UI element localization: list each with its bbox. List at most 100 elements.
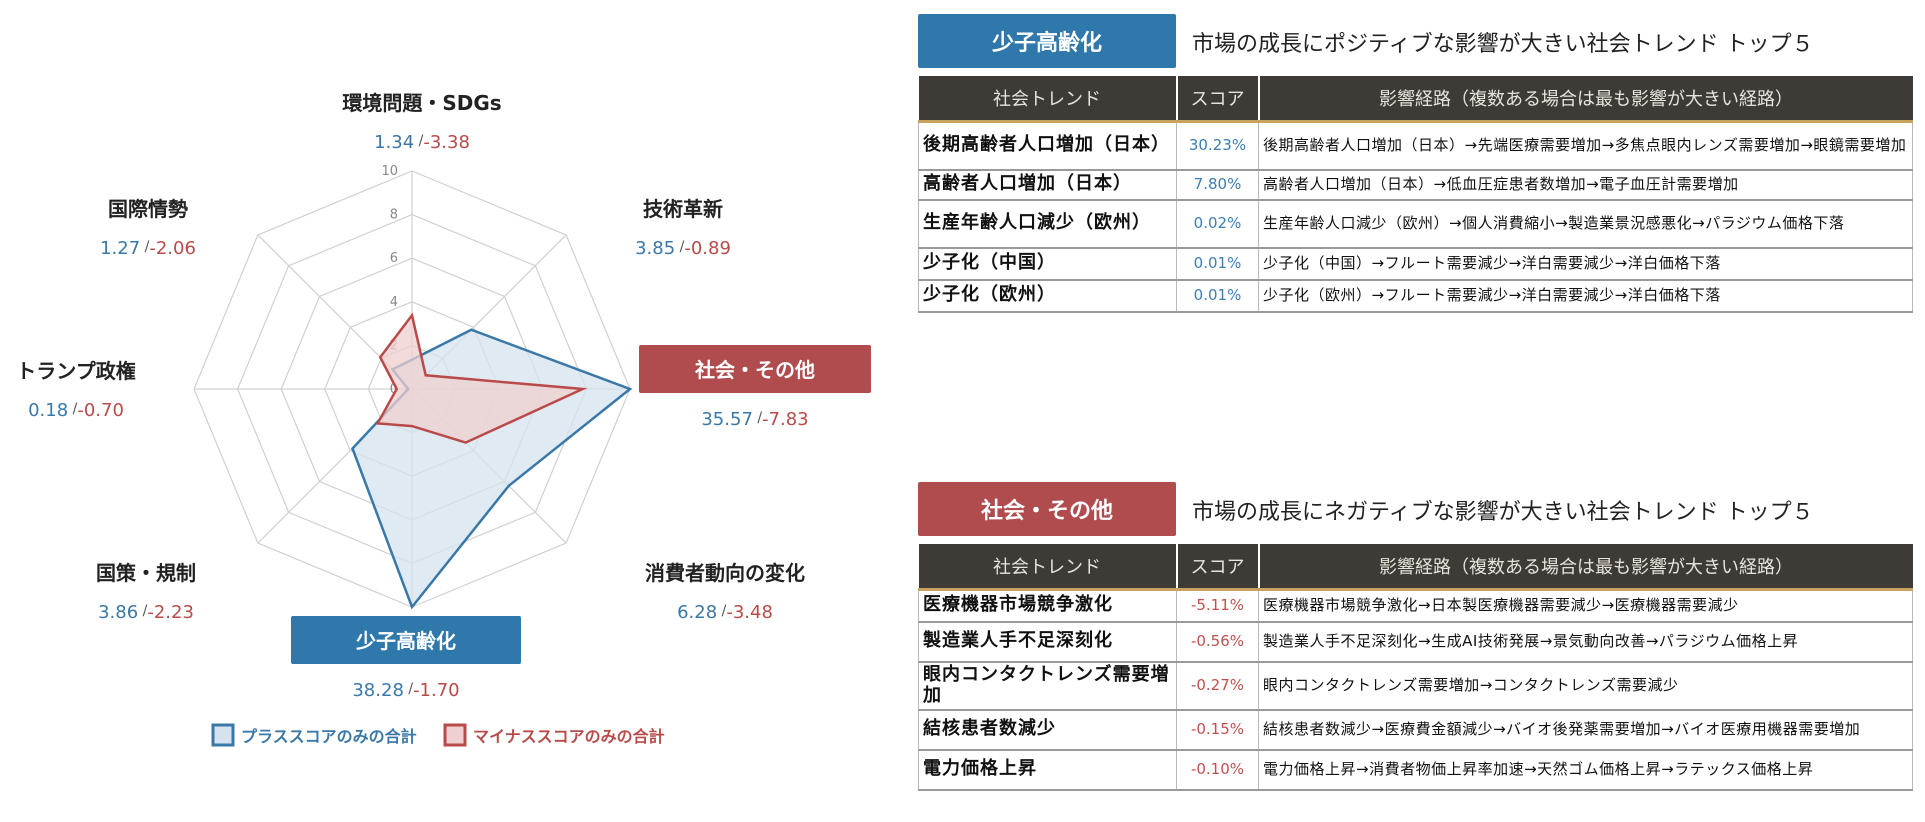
negative-trend-table: 社会トレンド スコア 影響経路（複数ある場合は最も影響が大きい経路） 医療機器市… (918, 544, 1913, 791)
value-separator: / (717, 603, 726, 619)
value-separator: / (414, 133, 423, 149)
header-trend: 社会トレンド (918, 544, 1177, 591)
category-value: 3.85 /-0.89 (635, 238, 731, 259)
trend-path: 医療機器市場競争激化→日本製医療機器需要減少→医療機器需要減少 (1258, 589, 1913, 623)
radar-tick-label: 6 (390, 251, 398, 266)
radar-tick-label: 4 (390, 295, 398, 310)
trend-score: -0.10% (1176, 749, 1259, 791)
trend-name: 少子化（欧州） (918, 279, 1177, 313)
trend-name: 眼内コンタクトレンズ需要増加 (918, 661, 1177, 711)
table-header-row: 社会トレンド スコア 影響経路（複数ある場合は最も影響が大きい経路） (918, 544, 1913, 591)
header-path: 影響経路（複数ある場合は最も影響が大きい経路） (1257, 544, 1913, 591)
trend-name: 後期高齢者人口増加（日本） (918, 121, 1177, 171)
trend-name: 高齢者人口増加（日本） (918, 169, 1177, 201)
trend-path: 生産年齢人口減少（欧州）→個人消費縮小→製造業景況感悪化→パラジウム価格下落 (1258, 199, 1913, 249)
value-separator: / (753, 410, 762, 426)
value-separator: / (675, 239, 684, 255)
plus-value: 6.28 (677, 602, 717, 623)
positive-trend-table: 社会トレンド スコア 影響経路（複数ある場合は最も影響が大きい経路） 後期高齢者… (918, 76, 1913, 313)
table-row: 少子化（中国） 0.01% 少子化（中国）→フルート需要減少→洋白需要減少→洋白… (918, 247, 1913, 281)
category-highlight-box (291, 616, 521, 664)
category-label: 社会・その他 (694, 358, 815, 382)
value-separator: / (404, 681, 413, 697)
legend-label-plus: プラススコアのみの合計 (241, 727, 417, 746)
legend-label-minus: マイナススコアのみの合計 (473, 727, 665, 746)
category-label: 環境問題・SDGs (342, 91, 501, 115)
trend-score: 30.23% (1176, 121, 1259, 171)
radar-series (351, 312, 633, 610)
trend-path: 高齢者人口増加（日本）→低血圧症患者数増加→電子血圧計需要増加 (1258, 169, 1913, 201)
header-score: スコア (1175, 544, 1259, 591)
trend-name: 製造業人手不足深刻化 (918, 621, 1177, 663)
table-row: 製造業人手不足深刻化 -0.56% 製造業人手不足深刻化→生成AI技術発展→景気… (918, 621, 1913, 663)
plus-value: 35.57 (701, 409, 753, 430)
trend-score: 0.01% (1176, 247, 1259, 281)
trend-path: 電力価格上昇→消費者物価上昇率加速→天然ゴム価格上昇→ラテックス価格上昇 (1258, 749, 1913, 791)
trend-score: 0.01% (1176, 279, 1259, 313)
value-separator: / (138, 603, 147, 619)
trend-score: 7.80% (1176, 169, 1259, 201)
trend-score: 0.02% (1176, 199, 1259, 249)
trend-name: 結核患者数減少 (918, 709, 1177, 751)
minus-value: -0.89 (684, 238, 731, 259)
radar-tick-label: 0 (390, 382, 398, 397)
trend-name: 電力価格上昇 (918, 749, 1177, 791)
header-path: 影響経路（複数ある場合は最も影響が大きい経路） (1257, 76, 1913, 123)
category-label: 技術革新 (643, 197, 723, 221)
trend-score: -5.11% (1176, 589, 1259, 623)
plus-value: 1.34 (374, 132, 414, 153)
category-label: トランプ政権 (16, 359, 135, 383)
table-row: 高齢者人口増加（日本） 7.80% 高齢者人口増加（日本）→低血圧症患者数増加→… (918, 169, 1913, 201)
positive-category-tag: 少子高齢化 (918, 14, 1176, 68)
table-row: 少子化（欧州） 0.01% 少子化（欧州）→フルート需要減少→洋白需要減少→洋白… (918, 279, 1913, 313)
plus-value: 3.85 (635, 238, 675, 259)
category-label: 国際情勢 (108, 197, 188, 221)
plus-value: 1.27 (100, 238, 140, 259)
minus-value: -1.70 (413, 680, 460, 701)
trend-score: -0.56% (1176, 621, 1259, 663)
table-row: 医療機器市場競争激化 -5.11% 医療機器市場競争激化→日本製医療機器需要減少… (918, 589, 1913, 623)
trend-path: 少子化（欧州）→フルート需要減少→洋白需要減少→洋白価格下落 (1258, 279, 1913, 313)
category-value: 1.27 /-2.06 (100, 238, 196, 259)
negative-heading: 市場の成長にネガティブな影響が大きい社会トレンド トップ５ (1192, 500, 1814, 525)
table-row: 結核患者数減少 -0.15% 結核患者数減少→医療費金額減少→バイオ後発薬需要増… (918, 709, 1913, 751)
plus-value: 3.86 (98, 602, 138, 623)
plus-value: 0.18 (28, 400, 68, 421)
negative-category-tag: 社会・その他 (918, 482, 1176, 536)
category-value: 35.57 /-7.83 (701, 409, 808, 430)
category-value: 6.28 /-3.48 (677, 602, 773, 623)
trend-name: 少子化（中国） (918, 247, 1177, 281)
trend-path: 製造業人手不足深刻化→生成AI技術発展→景気動向改善→パラジウム価格上昇 (1258, 621, 1913, 663)
minus-value: -7.83 (762, 409, 809, 430)
minus-value: -2.23 (147, 602, 194, 623)
category-value: 1.34 /-3.38 (374, 132, 470, 153)
category-label: 国策・規制 (96, 561, 196, 585)
trend-path: 眼内コンタクトレンズ需要増加→コンタクトレンズ需要減少 (1258, 661, 1913, 711)
table-header-row: 社会トレンド スコア 影響経路（複数ある場合は最も影響が大きい経路） (918, 76, 1913, 123)
radar-tick-label: 8 (390, 208, 398, 223)
trend-name: 医療機器市場競争激化 (918, 589, 1177, 623)
table-row: 電力価格上昇 -0.10% 電力価格上昇→消費者物価上昇率加速→天然ゴム価格上昇… (918, 749, 1913, 791)
trend-path: 後期高齢者人口増加（日本）→先端医療需要増加→多焦点眼内レンズ需要増加→眼鏡需要… (1258, 121, 1913, 171)
trend-path: 少子化（中国）→フルート需要減少→洋白需要減少→洋白価格下落 (1258, 247, 1913, 281)
header-trend: 社会トレンド (918, 76, 1177, 123)
category-highlight-box (639, 345, 871, 393)
trend-score: -0.27% (1176, 661, 1259, 711)
legend-swatch-plus (211, 723, 235, 747)
table-row: 眼内コンタクトレンズ需要増加 -0.27% 眼内コンタクトレンズ需要増加→コンタ… (918, 661, 1913, 711)
minus-value: -2.06 (149, 238, 196, 259)
category-value: 38.28 /-1.70 (352, 680, 459, 701)
category-label: 消費者動向の変化 (645, 561, 805, 585)
positive-heading: 市場の成長にポジティブな影響が大きい社会トレンド トップ５ (1192, 32, 1814, 57)
trend-score: -0.15% (1176, 709, 1259, 751)
plus-value: 38.28 (352, 680, 404, 701)
table-row: 生産年齢人口減少（欧州） 0.02% 生産年齢人口減少（欧州）→個人消費縮小→製… (918, 199, 1913, 249)
value-separator: / (140, 239, 149, 255)
header-score: スコア (1175, 76, 1259, 123)
category-value: 0.18 /-0.70 (28, 400, 124, 421)
category-value: 3.86 /-2.23 (98, 602, 194, 623)
radar-series-minus (375, 312, 588, 444)
minus-value: -3.48 (726, 602, 773, 623)
